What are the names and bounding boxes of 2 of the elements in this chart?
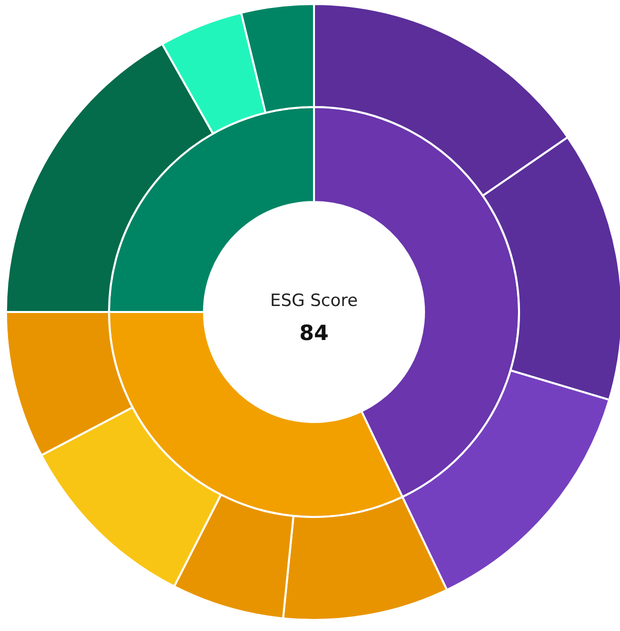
text: 84 [299,321,329,345]
text: ESG Score [270,291,358,311]
